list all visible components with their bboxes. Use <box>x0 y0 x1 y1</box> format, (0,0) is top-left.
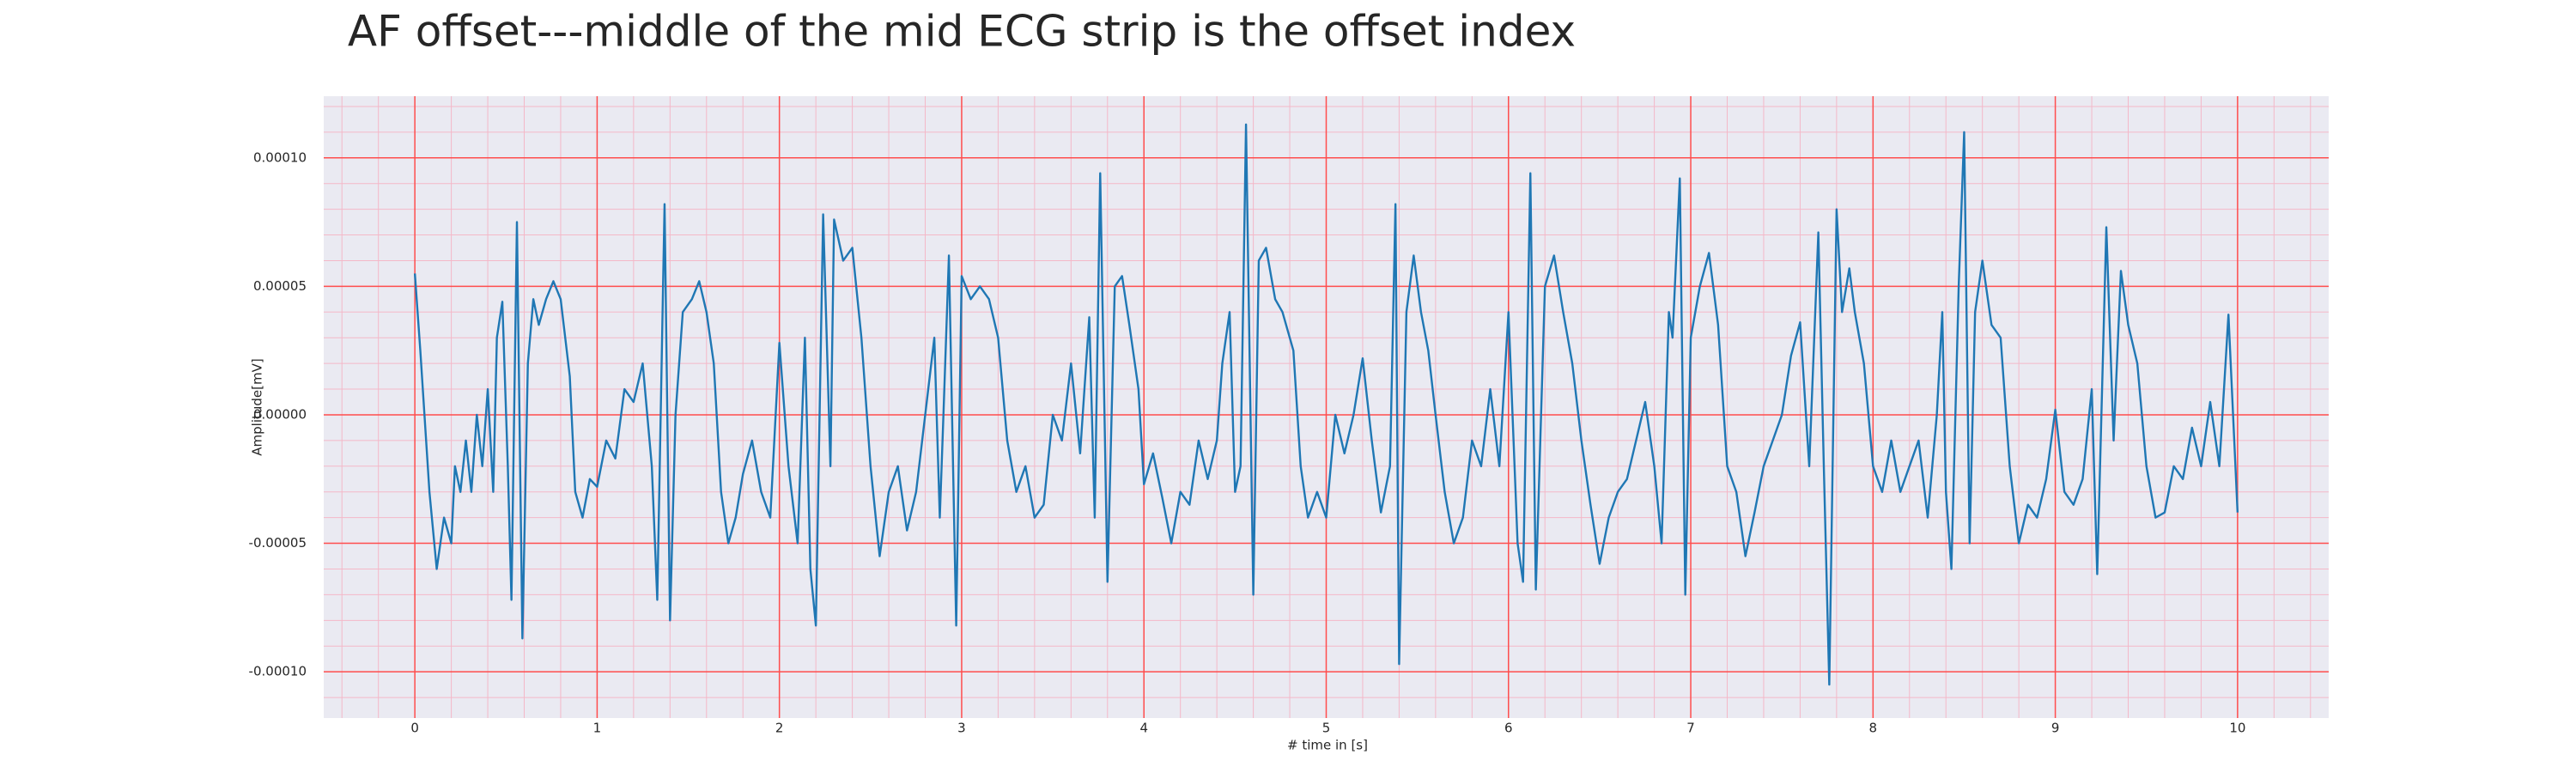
y-tick-label: 0.00005 <box>253 278 307 294</box>
x-tick-label: 4 <box>1139 721 1148 736</box>
chart-title: AF offset---middle of the mid ECG strip … <box>348 7 1576 57</box>
x-tick-label: 8 <box>1869 721 1878 736</box>
x-tick-label: 1 <box>593 721 602 736</box>
x-tick-label: 9 <box>2051 721 2060 736</box>
y-tick-label: -0.00010 <box>249 664 307 679</box>
y-axis-label: Amplitude[mV] <box>250 358 265 455</box>
y-tick-label: 0.00010 <box>253 149 307 165</box>
ecg-line <box>413 123 2239 686</box>
x-axis-label: # time in [s] <box>1287 738 1368 753</box>
y-tick-label: -0.00005 <box>249 535 307 551</box>
x-tick-label: 7 <box>1686 721 1695 736</box>
x-tick-label: 2 <box>775 721 784 736</box>
x-tick-label: 6 <box>1504 721 1513 736</box>
x-tick-label: 5 <box>1322 721 1331 736</box>
x-tick-label: 10 <box>2229 721 2245 736</box>
x-tick-label: 3 <box>957 721 966 736</box>
x-tick-label: 0 <box>410 721 419 736</box>
y-tick-label: 0.00000 <box>253 406 307 422</box>
